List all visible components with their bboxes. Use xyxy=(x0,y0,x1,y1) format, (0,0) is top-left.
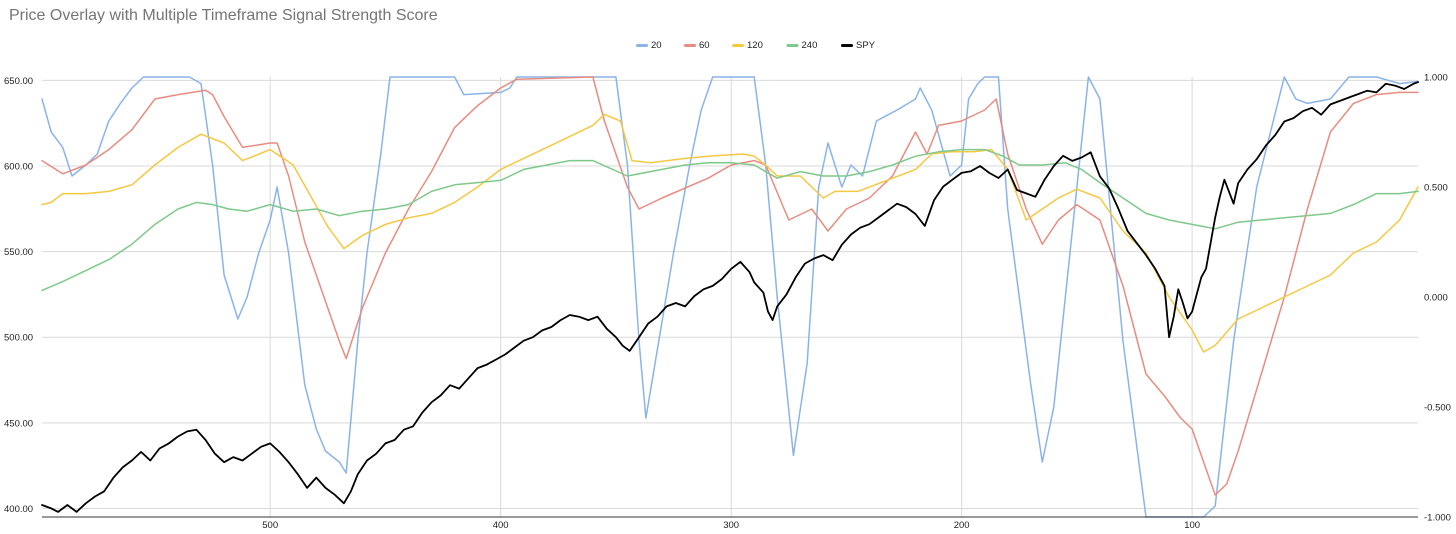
series-line-240 xyxy=(41,148,1419,292)
y-right-tick-label: 0.000 xyxy=(1424,293,1448,304)
legend-swatch-120[interactable] xyxy=(732,44,744,47)
x-tick-label: 200 xyxy=(954,520,970,531)
x-tick-label: 100 xyxy=(1184,520,1200,531)
legend-label-20[interactable]: 20 xyxy=(651,40,662,51)
axis-layer: 400.00 450.00 500.00 550.00 600.00 650.00 -1.0… xyxy=(4,73,1451,532)
legend-swatch-20[interactable] xyxy=(636,44,648,47)
legend-label-120[interactable]: 120 xyxy=(747,40,763,51)
legend-label-240[interactable]: 240 xyxy=(802,40,818,51)
x-tick-label: 300 xyxy=(723,520,739,531)
x-tick-label: 500 xyxy=(262,520,278,531)
x-tick-label: 400 xyxy=(493,520,509,531)
legend-layer[interactable]: 20 60 120 240 SPY xyxy=(636,40,876,51)
y-left-tick-label: 650.00 xyxy=(4,76,33,87)
y-left-tick-label: 400.00 xyxy=(4,504,33,515)
legend-label-60[interactable]: 60 xyxy=(699,40,710,51)
series-line-20 xyxy=(41,76,1419,518)
series-layer xyxy=(41,76,1419,518)
series-line-spy xyxy=(41,81,1419,513)
y-left-tick-label: 600.00 xyxy=(4,162,33,173)
y-right-tick-label: -1.000 xyxy=(1424,513,1451,524)
legend-swatch-60[interactable] xyxy=(684,44,696,47)
y-left-tick-label: 550.00 xyxy=(4,247,33,258)
y-right-tick-label: -0.500 xyxy=(1424,403,1451,414)
series-line-120 xyxy=(41,113,1419,353)
grid-layer xyxy=(42,77,1418,517)
series-line-60 xyxy=(41,76,1419,496)
y-left-tick-label: 500.00 xyxy=(4,333,33,344)
legend-swatch-240[interactable] xyxy=(786,44,799,47)
legend-label-spy[interactable]: SPY xyxy=(856,40,876,51)
y-right-tick-label: 0.500 xyxy=(1424,183,1448,194)
chart-title: Price Overlay with Multiple Timeframe Si… xyxy=(9,7,438,24)
y-right-tick-label: 1.000 xyxy=(1424,73,1448,84)
legend-swatch-spy[interactable] xyxy=(841,44,853,47)
y-left-tick-label: 450.00 xyxy=(4,418,33,429)
